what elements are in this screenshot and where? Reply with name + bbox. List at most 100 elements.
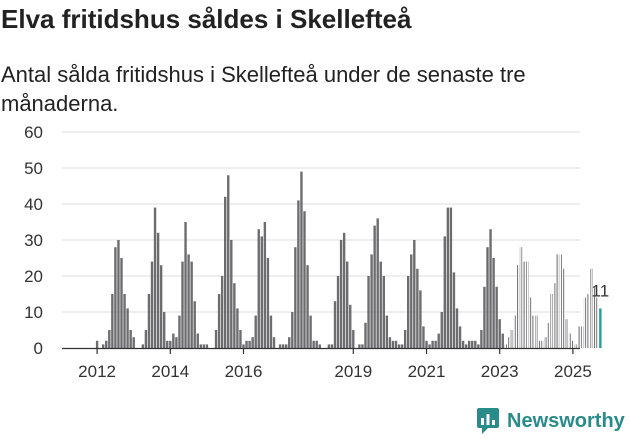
- bar: [379, 261, 382, 348]
- bar: [349, 304, 352, 348]
- bar: [403, 330, 407, 348]
- x-tick-label: 2014: [151, 362, 189, 381]
- bars: [95, 171, 602, 348]
- bar: [193, 301, 196, 348]
- bar: [580, 326, 584, 348]
- bar: [141, 344, 145, 348]
- bar: [559, 254, 562, 348]
- bar: [132, 337, 135, 348]
- annotations: 11: [592, 281, 610, 300]
- bar: [251, 337, 254, 348]
- bar: [474, 340, 477, 348]
- bar: [397, 344, 401, 348]
- bar: [394, 340, 398, 348]
- bar: [407, 276, 410, 348]
- bar: [486, 247, 489, 348]
- bar: [541, 340, 544, 348]
- bar: [236, 308, 239, 348]
- bar: [599, 308, 602, 348]
- bar: [156, 232, 160, 348]
- bar: [303, 211, 306, 348]
- bar: [428, 344, 431, 348]
- bar: [309, 315, 312, 348]
- bar: [288, 337, 291, 348]
- x-tick-label: 2019: [334, 362, 372, 381]
- bar: [346, 261, 349, 348]
- bar: [553, 283, 556, 348]
- bar: [318, 344, 321, 348]
- bar: [281, 344, 285, 348]
- bar: [336, 276, 340, 348]
- bar: [263, 222, 267, 348]
- bar: [266, 258, 270, 348]
- bar: [111, 294, 114, 348]
- bar: [468, 340, 471, 348]
- data-label-last: 11: [592, 281, 610, 300]
- bar: [153, 207, 157, 348]
- bar: [471, 340, 474, 348]
- bar: [437, 333, 440, 348]
- bar: [391, 340, 395, 348]
- y-tick-label: 30: [24, 231, 43, 250]
- bar: [358, 344, 361, 348]
- bar: [95, 340, 99, 348]
- bar: [333, 301, 337, 348]
- bar: [190, 261, 193, 348]
- newsworthy-logo[interactable]: Newsworthy: [476, 405, 625, 437]
- bar: [538, 340, 541, 348]
- bar: [245, 340, 248, 348]
- x-tick-label: 2012: [78, 362, 116, 381]
- bar: [108, 330, 111, 348]
- bar: [458, 326, 462, 348]
- bar: [291, 312, 294, 348]
- bar: [568, 333, 572, 348]
- bar: [370, 254, 373, 348]
- bar: [590, 268, 593, 348]
- bar: [339, 240, 343, 348]
- bar: [306, 265, 309, 348]
- bar: [163, 312, 166, 348]
- bar: [330, 344, 334, 348]
- bar: [532, 315, 535, 348]
- bar: [385, 315, 389, 348]
- bar: [410, 254, 413, 348]
- y-tick-label: 40: [24, 195, 43, 214]
- bar: [102, 344, 105, 348]
- bar: [513, 315, 517, 348]
- bar: [294, 247, 297, 348]
- bar: [425, 340, 428, 348]
- bar: [364, 322, 367, 348]
- bar: [422, 326, 425, 348]
- bar: [300, 171, 303, 348]
- bar: [596, 297, 599, 348]
- bar: [519, 247, 523, 348]
- bar: [224, 196, 227, 348]
- bar: [550, 294, 553, 348]
- bar: [117, 240, 120, 348]
- bar: [571, 340, 575, 348]
- bar: [583, 297, 587, 348]
- bar: [202, 344, 206, 348]
- bar: [123, 294, 126, 348]
- bar: [254, 315, 257, 348]
- bar: [489, 229, 492, 348]
- bar: [242, 344, 245, 348]
- bar: [230, 240, 233, 348]
- bar: [452, 272, 456, 348]
- bar: [342, 232, 346, 348]
- x-tick-label: 2023: [481, 362, 519, 381]
- bar: [361, 344, 364, 348]
- newsworthy-logo-icon: [477, 408, 499, 434]
- bar: [181, 261, 184, 348]
- bar: [483, 286, 486, 348]
- bar: [233, 283, 236, 348]
- bar: [126, 308, 129, 348]
- bar: [172, 333, 175, 348]
- bar: [257, 229, 260, 348]
- bar: [529, 297, 532, 348]
- bar: [498, 319, 501, 348]
- bar: [187, 254, 190, 348]
- bar: [577, 326, 581, 348]
- bar: [315, 340, 318, 348]
